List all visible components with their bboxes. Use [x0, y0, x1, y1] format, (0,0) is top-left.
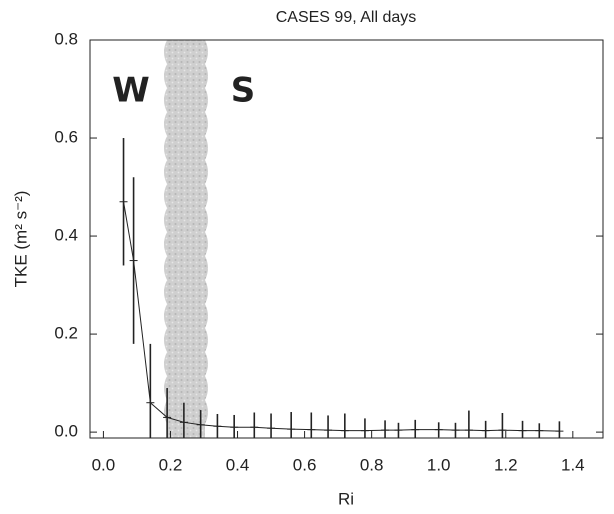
y-axis-title: TKE (m² s⁻²): [11, 191, 30, 288]
x-tick-label: 0.2: [159, 455, 183, 474]
x-tick-label: 1.0: [427, 455, 451, 474]
annotation: W: [112, 71, 150, 111]
x-tick-label: 0.0: [92, 455, 116, 474]
y-tick-label: 0.0: [54, 422, 78, 441]
y-tick-label: 0.6: [54, 128, 78, 147]
y-tick-label: 0.8: [54, 29, 78, 48]
x-axis-title: Ri: [338, 489, 354, 508]
x-tick-label: 0.8: [360, 455, 384, 474]
annotation: S: [231, 71, 256, 111]
chart-title: CASES 99, All days: [276, 9, 417, 26]
plot-frame: [89, 39, 604, 439]
x-tick-label: 0.4: [226, 455, 250, 474]
x-tick-label: 1.2: [494, 455, 518, 474]
x-tick-label: 1.4: [561, 455, 585, 474]
x-tick-label: 0.6: [293, 455, 317, 474]
regime-band: [164, 40, 208, 438]
y-tick-label: 0.2: [54, 324, 78, 343]
y-tick-label: 0.4: [54, 226, 78, 245]
